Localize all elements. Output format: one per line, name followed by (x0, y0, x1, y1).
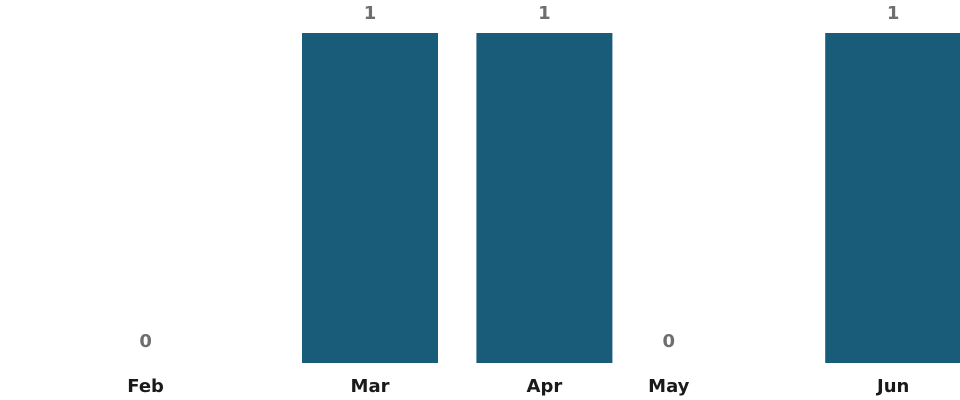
value-label-feb: 0 (139, 331, 152, 352)
category-label-feb: Feb (127, 376, 164, 397)
bar-jun (825, 33, 960, 363)
category-label-may: May (648, 376, 690, 397)
bar-apr (476, 33, 613, 363)
value-label-apr: 1 (538, 3, 551, 24)
category-label-jun: Jun (875, 376, 909, 397)
bar-mar (302, 33, 438, 363)
value-labels-group: 001101 (139, 3, 900, 352)
bars-group (302, 33, 960, 363)
value-label-may: 0 (663, 331, 676, 352)
category-label-mar: Mar (351, 376, 390, 397)
value-label-mar: 1 (364, 3, 377, 24)
category-label-apr: Apr (527, 376, 563, 397)
value-label-jun: 1 (887, 3, 900, 24)
category-labels-group: JanFebMarAprMayJun (127, 376, 909, 397)
